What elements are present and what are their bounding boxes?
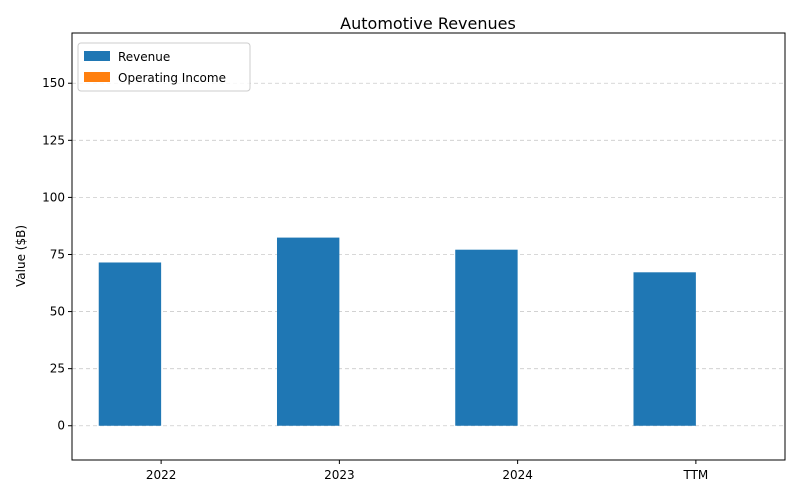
y-tick-label: 0: [57, 419, 65, 433]
bar-revenue-2023: [276, 237, 340, 426]
legend-swatch: [84, 72, 110, 82]
legend-box: [77, 42, 251, 92]
y-tick-label: 75: [50, 247, 65, 261]
bar-revenue-ttm: [633, 272, 696, 426]
x-tick-label: 2022: [146, 468, 177, 482]
bars: [98, 237, 696, 426]
plot-frame: [71, 32, 786, 461]
y-tick-label: 25: [50, 362, 65, 376]
axis-ticks: 0 25 50 75 100 125 150 2022 2023 2024 TTM: [42, 76, 708, 482]
legend: Revenue Operating Income: [77, 42, 251, 92]
legend-swatch: [84, 51, 110, 61]
legend-label: Operating Income: [118, 71, 226, 85]
chart-title: Automotive Revenues: [340, 14, 516, 33]
y-tick-label: 100: [42, 190, 65, 204]
x-tick-label: 2023: [324, 468, 355, 482]
bar-revenue-2024: [455, 249, 518, 426]
legend-label: Revenue: [118, 50, 170, 64]
y-tick-label: 125: [42, 133, 65, 147]
x-tick-label: TTM: [682, 468, 708, 482]
x-tick-label: 2024: [502, 468, 533, 482]
y-axis-label: Value ($B): [14, 225, 28, 287]
y-tick-label: 150: [42, 76, 65, 90]
bar-revenue-2022: [98, 262, 162, 426]
y-tick-label: 50: [50, 305, 65, 319]
